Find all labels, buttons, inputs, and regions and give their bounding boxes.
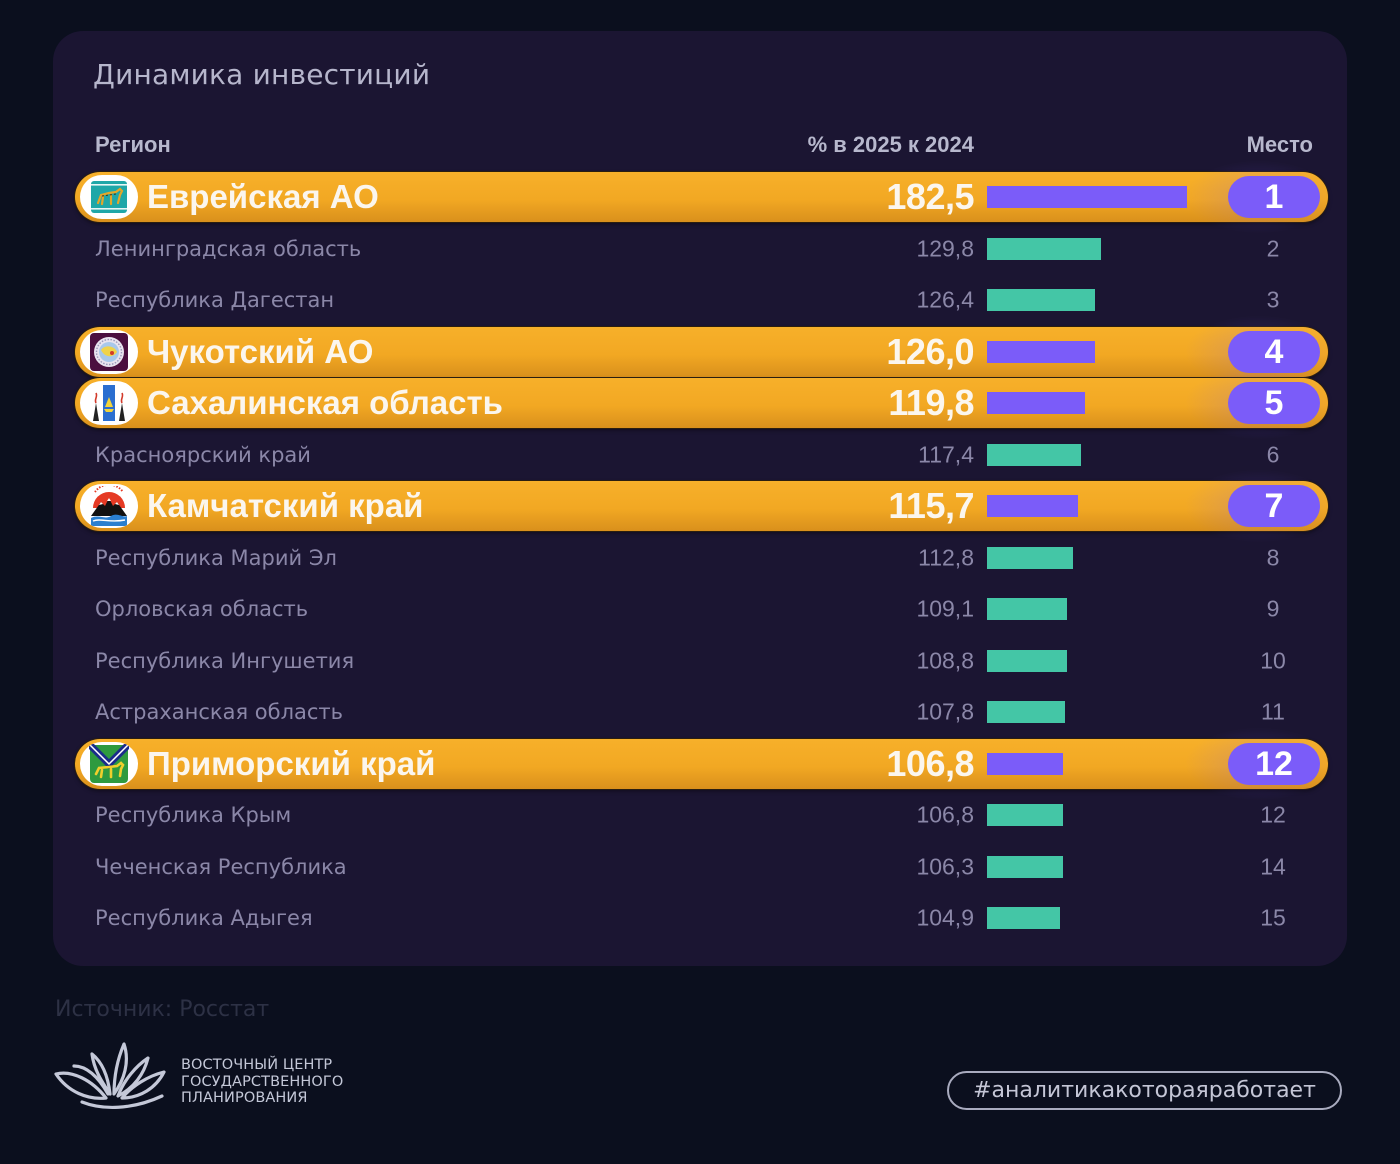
column-header-place: Место bbox=[1246, 132, 1313, 157]
table-row: Красноярский край 117,4 6 bbox=[0, 429, 1400, 481]
value-bar bbox=[987, 340, 1095, 363]
value-label: 126,0 bbox=[886, 330, 974, 372]
value-label: 112,8 bbox=[918, 544, 974, 570]
place-badge: 9 bbox=[1266, 595, 1280, 622]
table-row-highlighted: Сахалинская область 119,8 5 bbox=[0, 366, 1400, 440]
lotus-logo-icon bbox=[54, 1042, 166, 1109]
place-badge: 3 bbox=[1266, 286, 1280, 313]
jewish-ao-emblem-icon bbox=[80, 175, 138, 219]
value-label: 115,7 bbox=[888, 485, 974, 526]
value-label: 126,4 bbox=[916, 286, 974, 313]
sakhalin-emblem-icon bbox=[80, 381, 138, 425]
place-badge: 1 bbox=[1228, 176, 1320, 218]
table-row: Республика Ингушетия 108,8 10 bbox=[0, 635, 1400, 687]
value-label: 106,8 bbox=[916, 801, 974, 828]
table-row: Республика Дагестан 126,4 3 bbox=[0, 274, 1400, 326]
value-bar bbox=[987, 443, 1081, 466]
value-label: 104,9 bbox=[916, 904, 974, 931]
column-header-value: % в 2025 к 2024 bbox=[807, 132, 974, 157]
source-note: Источник: Росстат bbox=[55, 997, 270, 1022]
value-bar bbox=[987, 289, 1096, 311]
value-label: 129,8 bbox=[916, 235, 974, 261]
table-row: Астраханская область 107,8 11 bbox=[0, 686, 1400, 738]
region-name: Еврейская АО bbox=[147, 178, 379, 215]
table-row: Ленинградская область 129,8 2 bbox=[0, 223, 1400, 275]
value-label: 182,5 bbox=[886, 176, 974, 217]
value-bar bbox=[987, 546, 1074, 569]
hashtag-badge[interactable]: #аналитикакотораяработает bbox=[947, 1071, 1342, 1110]
region-name: Чеченская Республика bbox=[95, 854, 347, 879]
value-label: 119,8 bbox=[888, 382, 974, 423]
table-row: Республика Марий Эл 112,8 8 bbox=[0, 532, 1400, 584]
table-row-highlighted: Приморский край 106,8 12 bbox=[0, 726, 1400, 801]
place-badge: 14 bbox=[1260, 853, 1286, 879]
value-bar bbox=[987, 701, 1066, 723]
table-row-highlighted: Чукотский АО 126,0 4 bbox=[0, 314, 1400, 389]
value-label: 117,4 bbox=[918, 441, 974, 467]
region-name: Камчатский край bbox=[147, 487, 424, 524]
brand-line: ВОСТОЧНЫЙ ЦЕНТР bbox=[181, 1057, 333, 1073]
highlight-pill bbox=[75, 726, 1334, 801]
place-badge: 4 bbox=[1228, 330, 1320, 373]
table-row: Республика Адыгея 104,9 15 bbox=[0, 892, 1400, 944]
value-bar bbox=[987, 649, 1067, 672]
value-label: 107,8 bbox=[916, 698, 974, 725]
place-badge: 5 bbox=[1228, 382, 1320, 424]
value-bar bbox=[987, 855, 1063, 878]
value-label: 109,1 bbox=[916, 595, 974, 622]
brand-line: ГОСУДАРСТВЕННОГО bbox=[181, 1073, 344, 1090]
chart-title: Динамика инвестиций bbox=[93, 58, 431, 91]
value-label: 106,8 bbox=[886, 742, 974, 784]
value-bar bbox=[987, 495, 1078, 517]
region-name: Сахалинская область bbox=[147, 384, 503, 421]
table-row-highlighted: Камчатский край 115,7 7 bbox=[0, 469, 1400, 543]
value-label: 106,3 bbox=[916, 853, 974, 879]
kamchatka-emblem-icon bbox=[80, 484, 138, 528]
primorye-emblem-icon bbox=[80, 741, 138, 786]
region-name: Республика Адыгея bbox=[95, 906, 313, 930]
region-name: Республика Ингушетия bbox=[95, 648, 355, 673]
column-header-region: Регион bbox=[95, 132, 171, 157]
place-badge: 2 bbox=[1266, 235, 1280, 261]
region-name: Астраханская область bbox=[95, 700, 344, 724]
region-name: Приморский край bbox=[147, 744, 436, 782]
table-row: Республика Крым 106,8 12 bbox=[0, 789, 1400, 841]
region-name: Республика Дагестан bbox=[95, 288, 335, 312]
region-name: Чукотский АО bbox=[147, 332, 374, 370]
region-name: Республика Крым bbox=[95, 803, 292, 827]
table-row: Чеченская Республика 106,3 14 bbox=[0, 841, 1400, 893]
value-bar bbox=[987, 907, 1061, 929]
brand-name: ВОСТОЧНЫЙ ЦЕНТР ГОСУДАРСТВЕННОГО ПЛАНИРО… bbox=[181, 1057, 343, 1107]
place-badge: 7 bbox=[1228, 485, 1320, 527]
place-badge: 6 bbox=[1266, 441, 1280, 467]
place-badge: 12 bbox=[1260, 801, 1286, 828]
place-badge: 10 bbox=[1260, 647, 1286, 673]
value-bar bbox=[987, 237, 1101, 260]
value-bar bbox=[987, 186, 1188, 208]
region-name: Орловская область bbox=[95, 597, 309, 621]
region-name: Ленинградская область bbox=[95, 236, 362, 261]
place-badge: 11 bbox=[1261, 698, 1285, 725]
table-row: Орловская область 109,1 9 bbox=[0, 583, 1400, 635]
value-bar bbox=[987, 598, 1068, 620]
region-name: Красноярский край bbox=[95, 442, 311, 467]
value-label: 108,8 bbox=[916, 647, 974, 673]
place-badge: 15 bbox=[1260, 904, 1286, 931]
value-bar bbox=[987, 752, 1064, 775]
table-row-highlighted: Еврейская АО 182,5 1 bbox=[0, 160, 1400, 234]
value-bar bbox=[987, 804, 1064, 826]
place-badge: 8 bbox=[1266, 544, 1280, 570]
brand-line: ПЛАНИРОВАНИЯ bbox=[181, 1090, 308, 1106]
place-badge: 12 bbox=[1228, 742, 1320, 785]
region-name: Республика Марий Эл bbox=[95, 545, 337, 570]
chukotka-emblem-icon bbox=[80, 329, 138, 374]
value-bar bbox=[987, 392, 1085, 414]
